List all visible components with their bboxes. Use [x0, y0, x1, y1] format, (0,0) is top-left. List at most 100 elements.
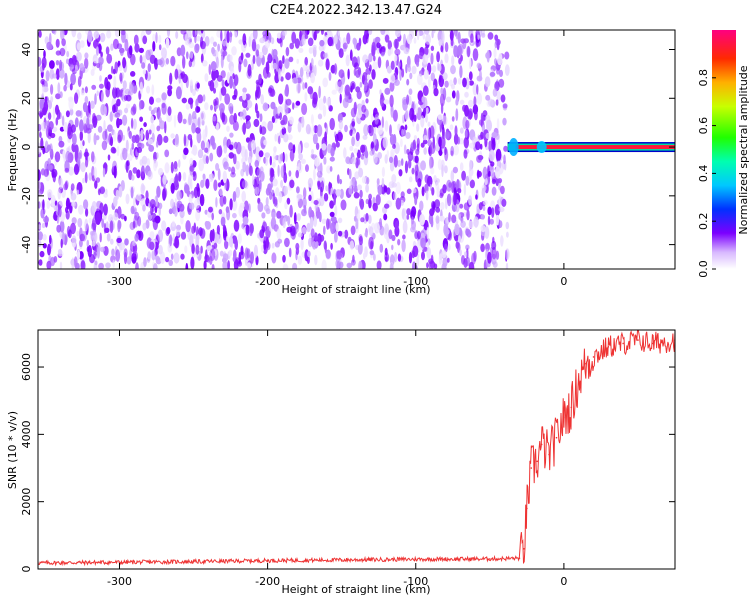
heatmap-cell: [491, 186, 497, 196]
heatmap-cell: [351, 82, 355, 90]
heatmap-cell: [451, 83, 455, 90]
heatmap-cell: [69, 108, 74, 116]
heatmap-cell: [349, 180, 353, 189]
heatmap-cell: [412, 139, 416, 150]
heatmap-cell: [319, 196, 325, 207]
heatmap-cell: [45, 70, 50, 82]
heatmap-cell: [65, 210, 70, 220]
heatmap-cell: [422, 54, 429, 65]
heatmap-cell: [139, 54, 143, 64]
heatmap-cell: [422, 107, 426, 118]
heatmap-cell: [107, 154, 111, 161]
heatmap-cell: [158, 44, 162, 51]
heatmap-cell: [108, 133, 113, 146]
heatmap-cell: [118, 65, 123, 71]
heatmap-cell: [58, 140, 65, 148]
heatmap-cell: [355, 69, 361, 78]
heatmap-cell: [233, 219, 240, 232]
heatmap-cell: [46, 260, 52, 269]
heatmap-cell: [329, 211, 335, 217]
heatmap-cell: [97, 188, 101, 196]
heatmap-cell: [441, 250, 447, 259]
heatmap-cell: [259, 229, 265, 239]
heatmap-cell: [355, 218, 359, 230]
heatmap-cell: [359, 189, 363, 199]
heatmap-cell: [158, 117, 162, 124]
heatmap-cell: [346, 262, 353, 269]
heatmap-cell: [152, 41, 156, 52]
heatmap-cell: [389, 94, 394, 108]
heatmap-cell: [497, 56, 503, 66]
heatmap-cell: [365, 212, 369, 222]
heatmap-cell: [311, 124, 315, 137]
heatmap-cell: [183, 133, 187, 147]
heatmap-cell: [484, 76, 491, 88]
heatmap-cell: [312, 44, 317, 51]
heatmap-cell: [149, 241, 155, 251]
heatmap-cell: [335, 141, 340, 148]
heatmap-cell: [216, 145, 223, 158]
heatmap-cell: [378, 44, 383, 54]
heatmap-cell: [176, 224, 181, 231]
heatmap-cell: [276, 32, 282, 39]
heatmap-cell: [491, 139, 496, 151]
heatmap-cell: [174, 133, 179, 146]
heatmap-cell: [485, 242, 490, 252]
heatmap-cell: [313, 168, 316, 181]
heatmap-cell: [184, 245, 188, 254]
heatmap-cell: [427, 128, 430, 142]
heatmap-cell: [76, 230, 80, 237]
heatmap-cell: [493, 47, 497, 59]
heatmap-cell: [222, 170, 227, 184]
heatmap-cell: [364, 150, 369, 159]
heatmap-cell: [210, 36, 215, 45]
heatmap-cell: [306, 72, 310, 80]
heatmap-cell: [414, 155, 419, 164]
heatmap-cell: [211, 212, 214, 221]
heatmap-cell: [187, 97, 194, 105]
heatmap-cell: [165, 37, 170, 49]
heatmap-cell: [77, 32, 82, 40]
heatmap-cell: [40, 137, 44, 151]
heatmap-cell: [319, 39, 325, 47]
heatmap-cell: [246, 100, 253, 109]
heatmap-cell: [232, 120, 239, 132]
heatmap-cell: [204, 73, 209, 82]
heatmap-cell: [101, 140, 108, 151]
heatmap-cell: [146, 85, 151, 94]
heatmap-cell: [247, 64, 252, 77]
heatmap-cell: [323, 192, 329, 202]
heatmap-cell: [157, 244, 163, 255]
heatmap-cell: [262, 102, 269, 112]
heatmap-cell: [76, 249, 81, 261]
heatmap-cell: [145, 49, 151, 61]
heatmap-cell: [95, 212, 101, 225]
heatmap-cell: [394, 48, 401, 56]
heatmap-cell: [458, 235, 461, 243]
heatmap-cell: [196, 35, 201, 42]
heatmap-cell: [323, 52, 328, 59]
heatmap-cell: [111, 65, 114, 74]
heatmap-cell: [447, 193, 452, 207]
heatmap-cell: [139, 81, 143, 95]
y-tick-label: 0: [20, 566, 33, 573]
heatmap-cell: [188, 60, 192, 68]
heatmap-cell: [353, 192, 360, 199]
snr-frame: [37, 329, 676, 570]
heatmap-cell: [344, 84, 351, 96]
heatmap-cell: [411, 65, 417, 75]
heatmap-cell: [328, 182, 333, 189]
heatmap-cell: [112, 259, 115, 268]
heatmap-cell: [215, 49, 219, 56]
heatmap-cell: [494, 204, 501, 216]
heatmap-cell: [467, 99, 474, 108]
heatmap-cell: [303, 142, 310, 149]
heatmap-cell: [267, 53, 272, 62]
heatmap-cell: [166, 226, 171, 235]
heatmap-cell: [191, 149, 197, 155]
heatmap-cell: [401, 68, 405, 78]
heatmap-cell: [156, 59, 163, 66]
heatmap-cell: [426, 247, 432, 259]
heatmap-cell: [389, 124, 392, 137]
heatmap-cell: [213, 242, 218, 249]
